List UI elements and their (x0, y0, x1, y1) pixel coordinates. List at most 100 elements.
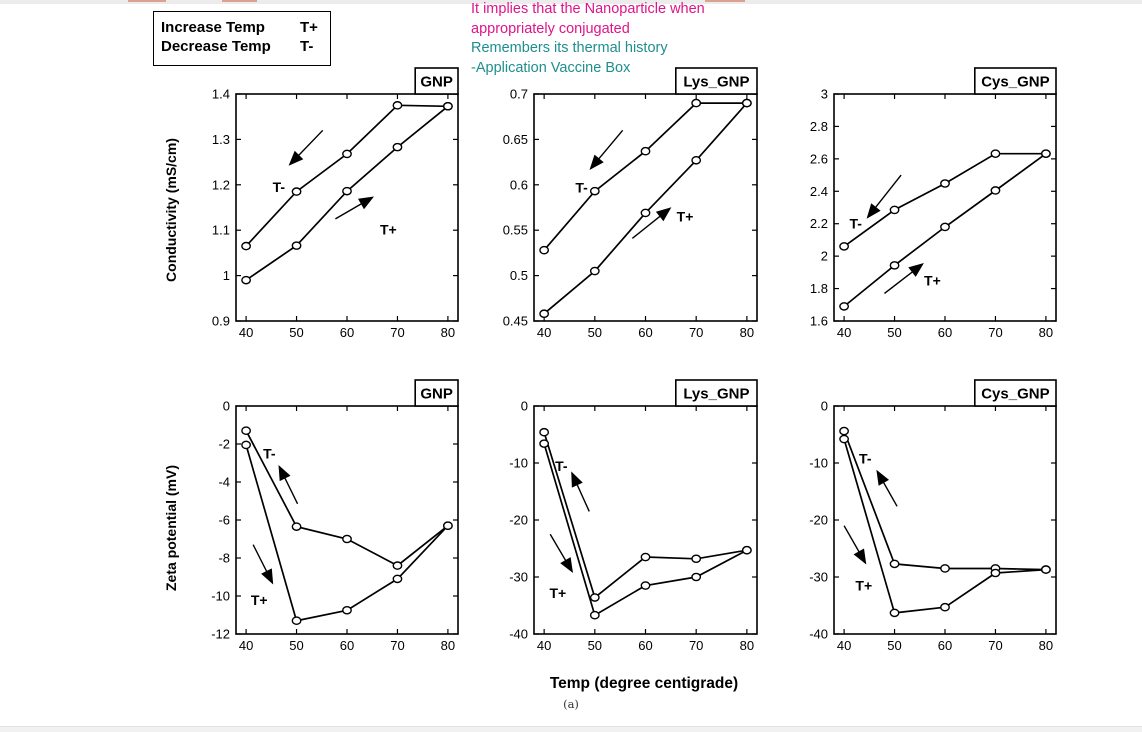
x-tick-label: 70 (988, 638, 1002, 653)
data-point (241, 440, 251, 450)
y-tick-label: 0.5 (510, 268, 528, 283)
data-point (640, 581, 651, 590)
window-bottom-strip (0, 726, 1142, 732)
data-point (539, 245, 550, 255)
direction-label: T+ (924, 272, 941, 288)
data-point (640, 146, 651, 156)
x-tick-label: 40 (239, 638, 253, 653)
y-tick-label: -30 (509, 570, 528, 585)
top-strip-mark (128, 0, 166, 2)
data-point (443, 521, 453, 531)
panel-title-box (973, 67, 1057, 95)
y-tick-label: 2 (821, 249, 828, 264)
data-point (291, 616, 302, 626)
direction-label: T+ (855, 578, 872, 594)
chart-panel-3: 1.6 1.8 2 2.2 2.4 2.6 2.8 3 40 50 60 70 80 T- T+ Cys_GN… (810, 67, 1057, 340)
x-tick-label: 40 (537, 638, 551, 653)
y-tick-label: 2.4 (810, 184, 828, 199)
data-point (539, 439, 550, 448)
x-tick-label: 60 (938, 325, 952, 340)
direction-arrow-head (853, 548, 867, 565)
plot-frame (235, 405, 459, 635)
x-tick-label: 70 (390, 325, 404, 340)
direction-arrow-head (358, 196, 374, 210)
data-point (342, 149, 352, 159)
direction-arrow-head (278, 465, 291, 482)
y-tick-label: 1.2 (212, 177, 230, 192)
y-tick-label: 0 (521, 399, 528, 414)
direction-arrow-head (908, 263, 924, 277)
y-tick-label: -8 (218, 551, 230, 566)
y-tick-label: -40 (809, 627, 828, 642)
direction-arrow-head (560, 557, 573, 573)
data-point (589, 186, 600, 196)
data-point (392, 101, 403, 110)
y-tick-label: -10 (509, 456, 528, 471)
y-tick-label: 2.8 (810, 119, 828, 134)
data-point (241, 275, 251, 285)
legend-label: Decrease Temp (161, 38, 271, 55)
x-tick-label: 50 (887, 638, 901, 653)
data-point (741, 98, 752, 108)
data-point (640, 552, 651, 562)
data-point (443, 101, 453, 111)
y-tick-label: -40 (509, 627, 528, 642)
direction-label: T+ (677, 209, 694, 225)
y-axis-label: Zeta potential (mV) (163, 465, 179, 591)
top-strip-mark (705, 0, 745, 2)
annotation-line: Remembers its thermal history (471, 40, 668, 56)
direction-arrow-head (288, 150, 304, 166)
x-tick-label: 50 (588, 638, 602, 653)
annotation-note: It implies that the Nanoparticle when ap… (471, 0, 705, 78)
data-point (940, 602, 950, 612)
x-tick-label: 40 (837, 638, 851, 653)
data-point (889, 205, 900, 215)
direction-label: T- (263, 446, 276, 462)
x-tick-label: 50 (887, 325, 901, 340)
series-line-increase (543, 102, 748, 315)
data-point (640, 208, 651, 218)
y-tick-label: 0.9 (212, 314, 230, 329)
x-tick-label: 40 (537, 325, 551, 340)
annotation-line: -Application Vaccine Box (471, 59, 631, 76)
data-point (241, 426, 251, 436)
data-point (691, 98, 702, 108)
direction-label: T- (273, 179, 286, 195)
series-line-decrease (543, 431, 748, 599)
chart-panel-6: -40 -30 -20 -10 0 40 50 60 70 80 T- T+ Cys_GNP (809, 379, 1057, 653)
panel-title: Cys_GNP (981, 74, 1049, 91)
y-tick-label: 1.3 (212, 132, 230, 147)
data-point (889, 559, 900, 569)
y-tick-label: 0.65 (503, 132, 528, 147)
data-point (990, 186, 1001, 195)
panel-title-box (674, 379, 758, 407)
direction-label: T+ (549, 585, 566, 601)
direction-label: T- (849, 216, 862, 232)
x-tick-label: 40 (239, 325, 253, 340)
direction-arrow-head (876, 469, 889, 486)
y-tick-label: 0.45 (503, 314, 528, 329)
data-point (889, 608, 900, 618)
data-point (392, 142, 403, 152)
data-point (291, 522, 302, 531)
y-tick-label: 1 (223, 268, 230, 283)
y-tick-label: 0.7 (510, 87, 528, 102)
panel-title-box (674, 67, 758, 95)
legend-symbol: T+ (300, 19, 318, 36)
x-tick-label: 70 (689, 325, 703, 340)
data-point (940, 564, 950, 573)
data-point (342, 534, 352, 544)
x-tick-label: 80 (1039, 638, 1053, 653)
data-point (839, 242, 849, 251)
x-tick-label: 50 (588, 325, 602, 340)
x-tick-label: 60 (638, 638, 652, 653)
series-line-decrease (843, 152, 1046, 248)
direction-legend: Increase Temp T+ Decrease Temp T- (153, 11, 331, 66)
data-point (392, 561, 403, 570)
data-point (291, 241, 302, 250)
data-point (691, 155, 702, 165)
direction-arrow-head (866, 203, 881, 219)
data-point (940, 179, 950, 188)
direction-label: T+ (380, 221, 397, 237)
